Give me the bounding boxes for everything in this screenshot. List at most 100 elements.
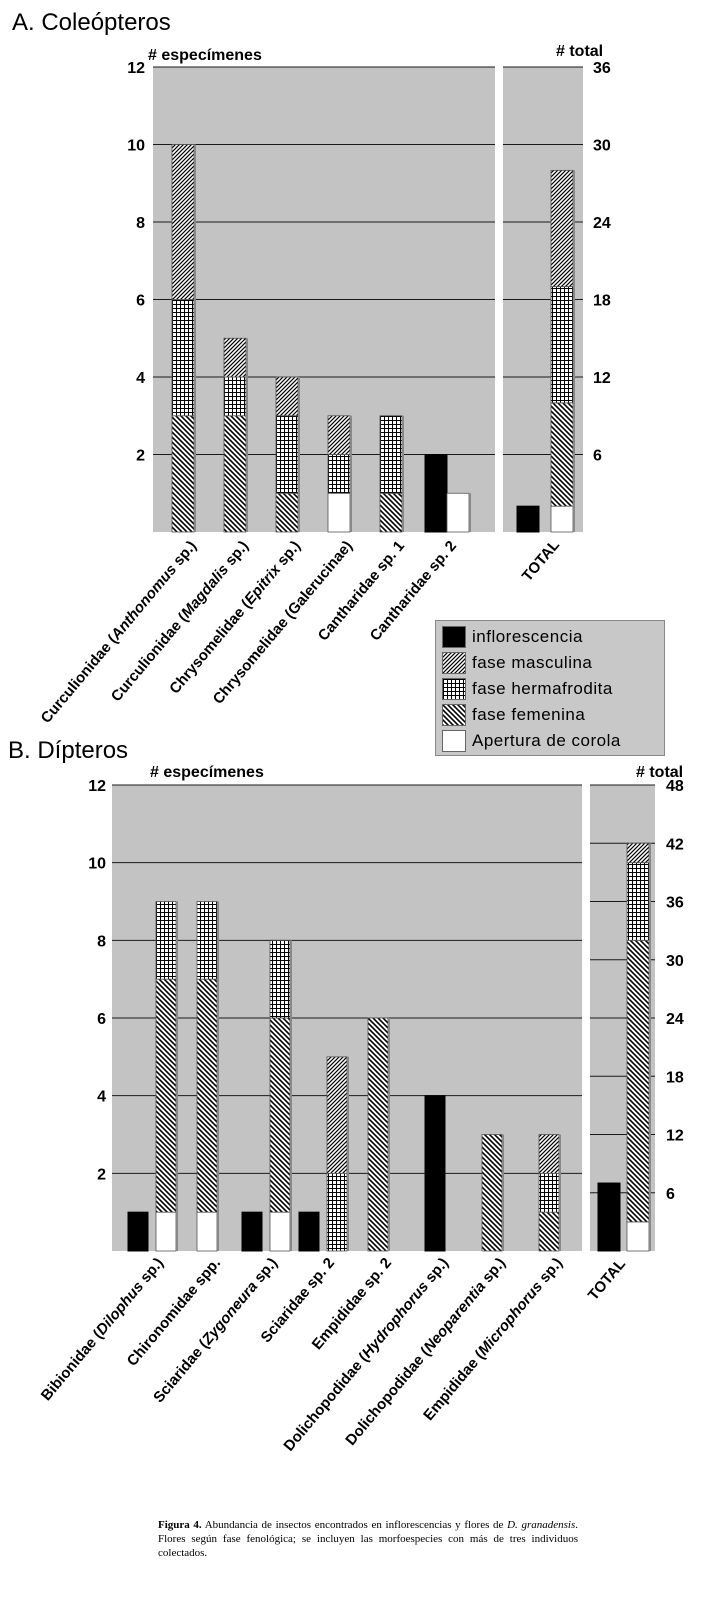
bar-shadow xyxy=(246,338,248,532)
category-label-part: Zygoneura xyxy=(198,1278,261,1348)
bar-fase-corola xyxy=(327,492,351,533)
chart-legend: inflorescencia fase masculina fase herma… xyxy=(435,620,665,756)
total-tick-label: 12 xyxy=(593,370,611,387)
bar-fase-masculina xyxy=(327,415,351,455)
bar-inflorescencia xyxy=(241,1211,263,1252)
y-axis-label: # especímenes xyxy=(148,47,262,64)
bar-fase-masculina xyxy=(223,337,247,378)
panel-title: B. Dípteros xyxy=(8,737,128,764)
total-tick-label: 18 xyxy=(593,293,611,310)
category-label-part: Bibionidae ( xyxy=(38,1327,106,1404)
bar-fase-femenina xyxy=(367,1017,389,1252)
bar-fase-hermafrodita xyxy=(275,415,299,494)
total-bar-fase-corola xyxy=(550,505,574,533)
bar-shadow xyxy=(176,901,178,1251)
bar-fase-masculina xyxy=(326,1056,348,1174)
y-tick-label: 2 xyxy=(97,1166,106,1183)
total-tick-label: 6 xyxy=(593,448,602,465)
total-axis-label: # total xyxy=(556,43,603,60)
legend-swatch-masculina xyxy=(442,652,466,674)
total-bar-fase-corola xyxy=(626,1221,650,1252)
bar-fase-corola xyxy=(446,492,470,533)
bar-shadow xyxy=(388,1018,390,1251)
y-tick-label: 10 xyxy=(88,856,106,873)
category-label-part: Dilophus xyxy=(93,1278,147,1338)
total-tick-label: 12 xyxy=(666,1128,684,1145)
total-bar-fase-masculina xyxy=(550,169,574,287)
bar-fase-corola xyxy=(155,1211,177,1252)
legend-swatch-corola xyxy=(442,730,466,752)
total-tick-label: 48 xyxy=(666,778,684,795)
total-tick-label: 42 xyxy=(666,836,684,853)
bar-shadow xyxy=(469,493,471,532)
total-bar-fase-hermafrodita xyxy=(550,286,574,404)
y-tick-label: 6 xyxy=(97,1011,106,1028)
y-tick-label: 12 xyxy=(88,778,106,795)
total-category-label: TOTAL xyxy=(519,537,563,585)
bar-shadow xyxy=(298,377,300,532)
bar-fase-corola xyxy=(269,1211,291,1252)
bar-inflorescencia xyxy=(424,454,448,533)
bar-fase-femenina xyxy=(155,978,177,1213)
bar-fase-hermafrodita xyxy=(196,901,218,980)
category-label-part: Magdalis xyxy=(178,561,232,621)
legend-item-fase-femenina: fase femenina xyxy=(442,703,585,727)
legend-swatch-hermafrodita xyxy=(442,678,466,700)
legend-label: fase hermafrodita xyxy=(472,679,613,698)
bar-shadow xyxy=(347,1056,349,1251)
chart-panel-b: B. Dípteros# especímenes # total246810126… xyxy=(8,737,684,1455)
bar-fase-hermafrodita xyxy=(327,454,351,494)
bar-fase-femenina xyxy=(171,415,195,533)
bar-fase-hermafrodita xyxy=(538,1172,560,1213)
legend-label: Apertura de corola xyxy=(472,731,621,750)
y-tick-label: 12 xyxy=(127,60,145,77)
bar-shadow xyxy=(194,144,196,532)
legend-swatch-femenina xyxy=(442,704,466,726)
bar-fase-corola xyxy=(196,1211,218,1252)
y-tick-label: 4 xyxy=(97,1089,106,1106)
y-axis-label: # especímenes xyxy=(150,764,264,781)
total-bar-inflorescencia xyxy=(516,505,540,533)
total-category-label: TOTAL xyxy=(585,1256,629,1304)
bar-fase-masculina xyxy=(171,144,195,300)
legend-item-fase-hermafrodita: fase hermafrodita xyxy=(442,677,613,701)
bar-shadow xyxy=(217,901,219,1251)
total-tick-label: 36 xyxy=(593,60,611,77)
total-tick-label: 24 xyxy=(593,215,611,232)
bar-fase-femenina xyxy=(481,1134,503,1252)
bar-fase-hermafrodita xyxy=(155,901,177,980)
panel-title: A. Coleópteros xyxy=(12,9,171,36)
caption-species: D. granadensis xyxy=(507,1519,576,1531)
y-tick-label: 10 xyxy=(127,138,145,155)
bar-inflorescencia xyxy=(298,1211,320,1252)
bar-fase-femenina xyxy=(223,415,247,533)
total-tick-label: 30 xyxy=(593,138,611,155)
legend-label: fase masculina xyxy=(472,653,593,672)
total-bar-fase-femenina xyxy=(626,939,650,1223)
bar-fase-femenina xyxy=(275,492,299,533)
total-bar-fase-masculina xyxy=(626,842,650,864)
total-tick-label: 30 xyxy=(666,953,684,970)
total-bar-inflorescencia xyxy=(597,1182,621,1252)
legend-label: fase femenina xyxy=(472,705,586,724)
bar-shadow xyxy=(502,1134,504,1251)
category-label-part: Curculionidae ( xyxy=(38,632,121,727)
total-bar-shadow xyxy=(573,170,575,533)
y-tick-label: 2 xyxy=(136,448,145,465)
bar-fase-hermafrodita xyxy=(326,1172,348,1252)
caption-label: Figura 4. xyxy=(158,1519,202,1531)
total-bar-fase-femenina xyxy=(550,402,574,507)
total-tick-label: 18 xyxy=(666,1069,684,1086)
bar-fase-hermafrodita xyxy=(223,376,247,417)
bar-fase-femenina xyxy=(269,1017,291,1213)
total-tick-label: 36 xyxy=(666,895,684,912)
y-tick-label: 8 xyxy=(136,215,145,232)
bar-inflorescencia xyxy=(424,1095,446,1252)
total-bar-shadow xyxy=(649,843,651,1251)
total-tick-label: 6 xyxy=(666,1186,675,1203)
legend-swatch-inflorescencia xyxy=(442,626,466,648)
total-tick-label: 24 xyxy=(666,1011,684,1028)
category-label-part: Sciaridae ( xyxy=(150,1337,212,1406)
